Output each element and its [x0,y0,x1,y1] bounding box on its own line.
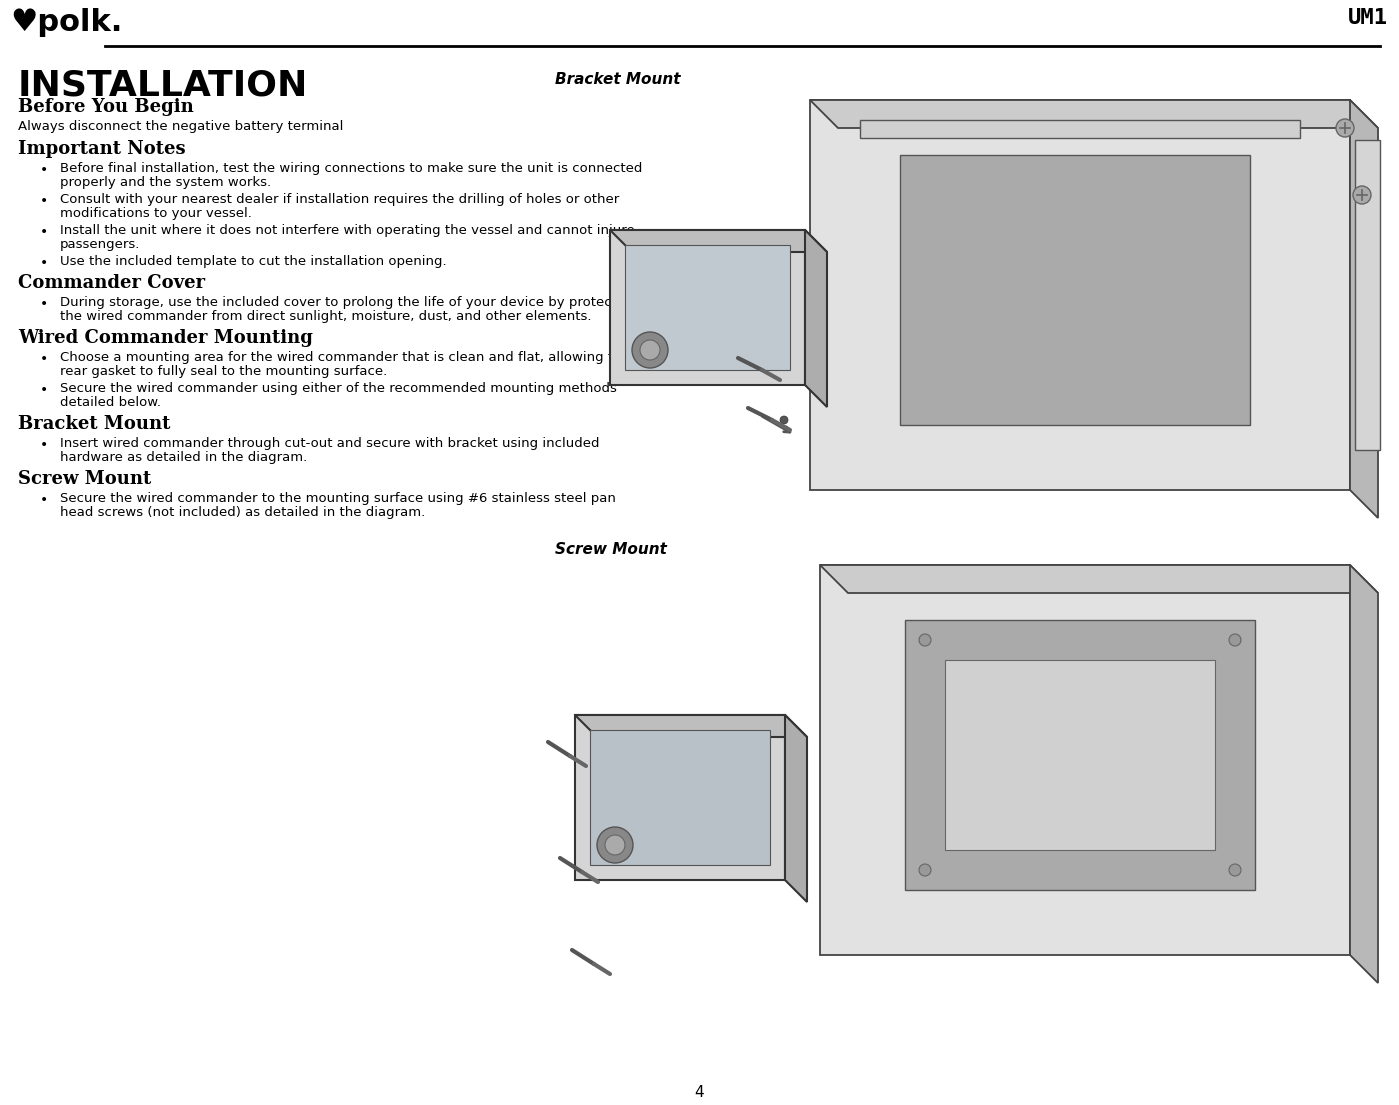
Circle shape [919,864,930,876]
Text: Always disconnect the negative battery terminal: Always disconnect the negative battery t… [18,120,343,133]
Text: Choose a mounting area for the wired commander that is clean and flat, allowing : Choose a mounting area for the wired com… [60,351,630,364]
Text: INSTALLATION: INSTALLATION [18,69,308,102]
Text: •: • [41,383,48,397]
Polygon shape [900,155,1249,425]
Polygon shape [810,99,1378,128]
Text: Bracket Mount: Bracket Mount [18,415,171,433]
Text: detailed below.: detailed below. [60,396,161,409]
Polygon shape [1350,565,1378,983]
Polygon shape [820,565,1378,593]
Text: Secure the wired commander using either of the recommended mounting methods: Secure the wired commander using either … [60,382,617,394]
Text: Wired Commander Mounting: Wired Commander Mounting [18,329,313,347]
Text: Insert wired commander through cut-out and secure with bracket using included: Insert wired commander through cut-out a… [60,436,600,450]
Text: •: • [41,438,48,452]
Text: Before You Begin: Before You Begin [18,98,193,116]
Circle shape [1336,119,1354,137]
Text: 4: 4 [694,1085,704,1099]
Circle shape [781,415,788,424]
Polygon shape [820,565,1350,955]
Circle shape [1228,634,1241,646]
Text: hardware as detailed in the diagram.: hardware as detailed in the diagram. [60,451,308,464]
Text: •: • [41,297,48,311]
Text: Screw Mount: Screw Mount [18,470,151,488]
Circle shape [1228,864,1241,876]
Text: •: • [41,225,48,239]
Text: rear gasket to fully seal to the mounting surface.: rear gasket to fully seal to the mountin… [60,365,388,378]
Polygon shape [590,730,769,865]
Polygon shape [905,620,1255,890]
Polygon shape [1350,99,1378,518]
Text: ♥polk.: ♥polk. [10,8,122,36]
Polygon shape [810,99,1350,490]
Text: Before final installation, test the wiring connections to make sure the unit is : Before final installation, test the wiri… [60,162,642,175]
Circle shape [604,835,625,855]
Polygon shape [610,230,804,385]
Text: Secure the wired commander to the mounting surface using #6 stainless steel pan: Secure the wired commander to the mounti… [60,492,616,505]
Polygon shape [610,230,827,252]
Polygon shape [804,230,827,407]
Polygon shape [575,715,807,737]
Polygon shape [785,715,807,902]
Text: passengers.: passengers. [60,238,140,251]
Text: UM1: UM1 [1347,8,1388,28]
Circle shape [597,827,632,863]
Text: the wired commander from direct sunlight, moisture, dust, and other elements.: the wired commander from direct sunlight… [60,311,592,323]
Text: •: • [41,164,48,177]
Text: •: • [41,493,48,507]
Text: •: • [41,352,48,366]
Text: Install the unit where it does not interfere with operating the vessel and canno: Install the unit where it does not inter… [60,224,635,236]
Text: Commander Cover: Commander Cover [18,274,206,292]
Text: Bracket Mount: Bracket Mount [555,72,680,87]
Text: head screws (not included) as detailed in the diagram.: head screws (not included) as detailed i… [60,506,425,519]
Text: Use the included template to cut the installation opening.: Use the included template to cut the ins… [60,255,446,269]
Circle shape [1353,186,1371,204]
Text: properly and the system works.: properly and the system works. [60,176,271,189]
Text: •: • [41,256,48,270]
Text: Screw Mount: Screw Mount [555,541,667,557]
Text: •: • [41,194,48,208]
Circle shape [919,634,930,646]
Text: Consult with your nearest dealer if installation requires the drilling of holes : Consult with your nearest dealer if inst… [60,193,620,206]
Polygon shape [575,715,785,880]
Text: During storage, use the included cover to prolong the life of your device by pro: During storage, use the included cover t… [60,296,638,309]
Circle shape [632,332,667,368]
Text: modifications to your vessel.: modifications to your vessel. [60,207,252,220]
Circle shape [639,340,660,360]
Polygon shape [1356,140,1379,450]
Polygon shape [944,660,1214,850]
Polygon shape [625,245,790,370]
Polygon shape [860,120,1300,138]
Text: Important Notes: Important Notes [18,140,186,158]
